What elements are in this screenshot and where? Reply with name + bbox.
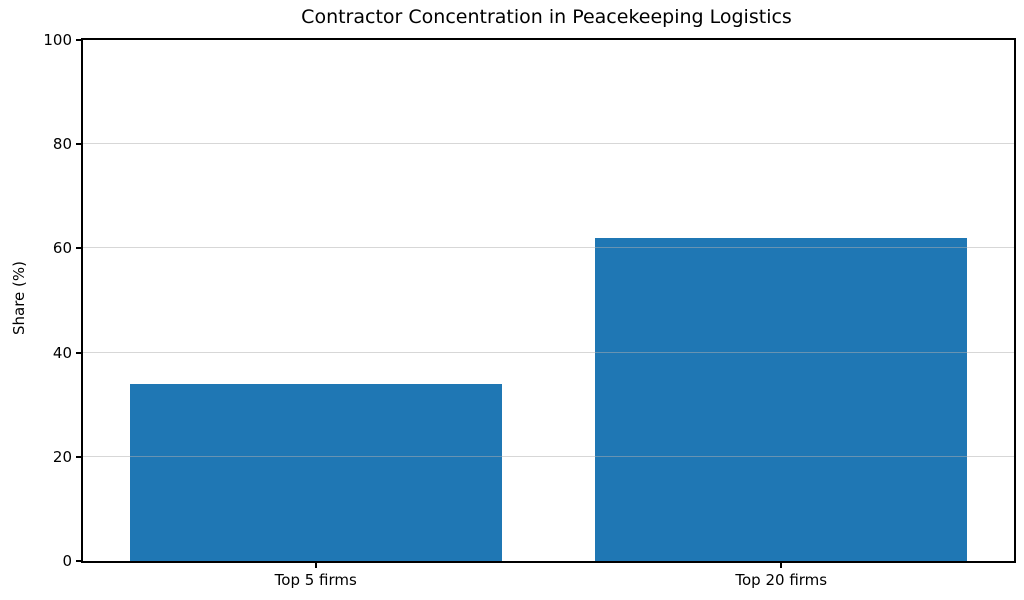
gridline-y-40 — [83, 351, 1014, 353]
x-tick-label-1: Top 5 firms — [274, 571, 357, 589]
y-tick-label-80: 80 — [52, 135, 72, 154]
y-tick-label-60: 60 — [52, 239, 72, 258]
y-tick-mark-20 — [76, 455, 81, 458]
gridline-y-60 — [83, 247, 1014, 249]
x-tick-mark-2 — [780, 563, 783, 568]
y-tick-mark-80 — [76, 143, 81, 146]
y-tick-mark-60 — [76, 247, 81, 250]
y-tick-mark-40 — [76, 351, 81, 354]
gridline-y-20 — [83, 455, 1014, 457]
y-tick-mark-0 — [76, 560, 81, 562]
y-tick-mark-100 — [76, 39, 81, 41]
plot-area — [81, 38, 1016, 563]
bar-top-5-firms — [129, 383, 502, 561]
bar-top-20-firms — [595, 237, 968, 561]
y-tick-label-20: 20 — [52, 447, 72, 466]
y-tick-label-100: 100 — [43, 31, 72, 49]
y-axis-label: Share (%) — [10, 260, 28, 336]
x-tick-label-2: Top 20 firms — [735, 571, 828, 589]
chart-title: Contractor Concentration in Peacekeeping… — [301, 6, 792, 28]
x-tick-mark-1 — [314, 563, 317, 568]
y-tick-label-40: 40 — [52, 343, 72, 362]
y-tick-label-0: 0 — [62, 552, 72, 570]
gridline-y-80 — [83, 143, 1014, 145]
